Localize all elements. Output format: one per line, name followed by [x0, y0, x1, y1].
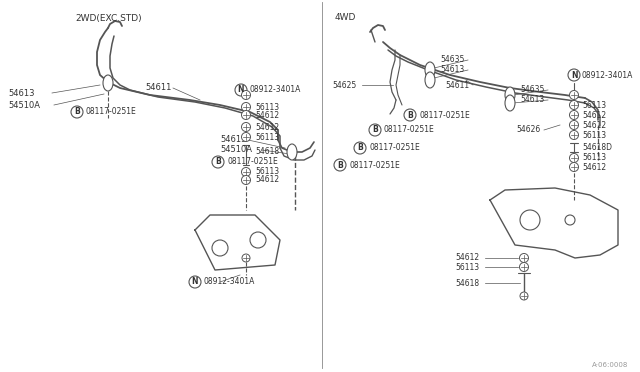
Circle shape — [104, 76, 111, 83]
Text: 54612: 54612 — [455, 253, 479, 263]
Text: 08912-3401A: 08912-3401A — [250, 86, 301, 94]
Circle shape — [241, 176, 250, 185]
Text: 54618D: 54618D — [582, 142, 612, 151]
Circle shape — [250, 232, 266, 248]
Text: 54618: 54618 — [455, 279, 479, 288]
Text: 54611: 54611 — [445, 80, 469, 90]
Circle shape — [241, 90, 250, 99]
Circle shape — [520, 292, 528, 300]
Circle shape — [241, 122, 250, 131]
Text: 56113: 56113 — [255, 103, 279, 112]
Text: 54613: 54613 — [440, 65, 464, 74]
Text: 54613: 54613 — [8, 89, 35, 97]
Text: 56113: 56113 — [582, 100, 606, 109]
Text: 54635: 54635 — [440, 55, 465, 64]
Text: 08117-0251E: 08117-0251E — [349, 160, 400, 170]
Circle shape — [570, 121, 579, 129]
Text: N: N — [237, 86, 244, 94]
Circle shape — [369, 124, 381, 136]
Text: 08117-0251E: 08117-0251E — [227, 157, 278, 167]
Text: B: B — [372, 125, 378, 135]
Circle shape — [570, 100, 579, 109]
Text: 56113: 56113 — [255, 167, 279, 176]
Circle shape — [212, 240, 228, 256]
Circle shape — [104, 81, 111, 89]
Circle shape — [212, 156, 224, 168]
Text: 08117-0251E: 08117-0251E — [419, 110, 470, 119]
Text: 08117-0251E: 08117-0251E — [86, 108, 137, 116]
Text: 56113: 56113 — [455, 263, 479, 272]
Text: 54510A: 54510A — [220, 145, 252, 154]
Circle shape — [570, 154, 579, 163]
Text: 4WD: 4WD — [335, 13, 356, 22]
Ellipse shape — [425, 72, 435, 88]
Circle shape — [354, 142, 366, 154]
Text: 54612: 54612 — [255, 122, 279, 131]
Ellipse shape — [505, 95, 515, 111]
Circle shape — [241, 167, 250, 176]
Text: B: B — [357, 144, 363, 153]
Ellipse shape — [287, 144, 297, 160]
Text: 56113: 56113 — [582, 131, 606, 140]
Circle shape — [570, 131, 579, 140]
Circle shape — [289, 151, 296, 158]
Circle shape — [189, 276, 201, 288]
Circle shape — [241, 110, 250, 119]
Circle shape — [289, 145, 296, 153]
Text: 08117-0251E: 08117-0251E — [384, 125, 435, 135]
Text: 54635: 54635 — [520, 86, 545, 94]
Text: 54612: 54612 — [582, 121, 606, 129]
Text: B: B — [74, 108, 80, 116]
Circle shape — [520, 253, 529, 263]
Circle shape — [404, 109, 416, 121]
Circle shape — [520, 210, 540, 230]
Ellipse shape — [505, 87, 515, 103]
Circle shape — [570, 90, 579, 99]
Text: 54612: 54612 — [255, 176, 279, 185]
Text: 54618: 54618 — [255, 148, 279, 157]
Text: 08912-3401A: 08912-3401A — [582, 71, 634, 80]
Text: 54626: 54626 — [516, 125, 540, 135]
Circle shape — [242, 254, 250, 262]
Circle shape — [565, 215, 575, 225]
Text: 54611: 54611 — [145, 83, 172, 93]
Text: 54613: 54613 — [520, 96, 544, 105]
Circle shape — [570, 110, 579, 119]
Text: 2WD(EXC.STD): 2WD(EXC.STD) — [75, 13, 141, 22]
Text: 56113: 56113 — [582, 154, 606, 163]
Circle shape — [235, 84, 247, 96]
Text: B: B — [407, 110, 413, 119]
Ellipse shape — [103, 75, 113, 91]
Circle shape — [520, 263, 529, 272]
Ellipse shape — [425, 62, 435, 78]
Circle shape — [71, 106, 83, 118]
Text: 54612: 54612 — [255, 110, 279, 119]
Text: 08912-3401A: 08912-3401A — [204, 278, 255, 286]
Text: 54613: 54613 — [220, 135, 246, 144]
Circle shape — [568, 69, 580, 81]
Text: 54510A: 54510A — [8, 100, 40, 109]
Circle shape — [334, 159, 346, 171]
Text: 54612: 54612 — [582, 110, 606, 119]
Text: 54612: 54612 — [582, 163, 606, 171]
Text: A·06:0008: A·06:0008 — [591, 362, 628, 368]
Text: B: B — [337, 160, 343, 170]
Text: 08117-0251E: 08117-0251E — [369, 144, 420, 153]
Text: 54625: 54625 — [332, 80, 356, 90]
Circle shape — [241, 132, 250, 141]
Text: B: B — [215, 157, 221, 167]
Circle shape — [241, 103, 250, 112]
Text: N: N — [571, 71, 577, 80]
Text: 56113: 56113 — [255, 132, 279, 141]
Text: N: N — [192, 278, 198, 286]
Circle shape — [570, 163, 579, 171]
